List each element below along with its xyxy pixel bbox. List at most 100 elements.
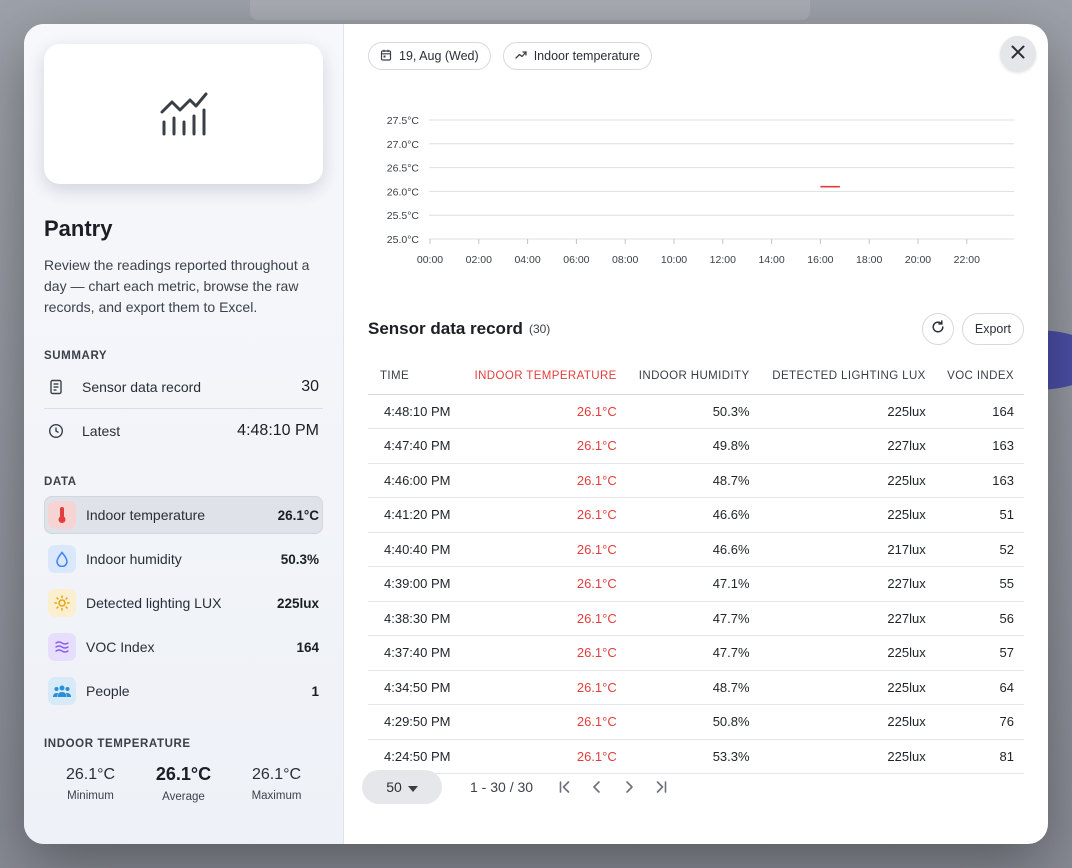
records-title: Sensor data record bbox=[368, 319, 523, 338]
right-panel: 19, Aug (Wed) Indoor temperature 25.0°C 2… bbox=[344, 24, 1048, 844]
column-header-indoor-humidity[interactable]: INDOOR HUMIDITY bbox=[626, 358, 760, 395]
page-range: 1 - 30 / 30 bbox=[470, 779, 534, 795]
metric-label: People bbox=[86, 683, 130, 699]
cell-lighting-lux: 225lux bbox=[759, 463, 936, 498]
cell-indoor-humidity: 46.6% bbox=[626, 532, 760, 567]
chart-x-tick-label: 04:00 bbox=[514, 254, 540, 266]
records-table: TIME INDOOR TEMPERATURE INDOOR HUMIDITY … bbox=[368, 358, 1024, 774]
room-hero-card bbox=[44, 44, 323, 184]
cell-indoor-humidity: 50.8% bbox=[626, 704, 760, 740]
date-chip-label: 19, Aug (Wed) bbox=[399, 49, 479, 63]
date-picker-chip[interactable]: 19, Aug (Wed) bbox=[368, 42, 491, 70]
page-navigation bbox=[553, 775, 673, 799]
last-page-icon bbox=[656, 781, 667, 793]
refresh-icon bbox=[931, 319, 945, 339]
pagination-bar: 50 1 - 30 / 30 bbox=[362, 770, 1022, 804]
cell-time: 4:34:50 PM bbox=[368, 670, 462, 705]
stat-minimum-label: Minimum bbox=[67, 790, 114, 802]
cell-indoor-temperature: 26.1°C bbox=[461, 394, 627, 429]
chart-x-tick-label: 22:00 bbox=[954, 254, 980, 266]
stat-minimum-value: 26.1°C bbox=[65, 766, 116, 783]
cell-indoor-humidity: 48.7% bbox=[626, 670, 760, 705]
cell-indoor-temperature: 26.1°C bbox=[461, 635, 627, 671]
next-page-button[interactable] bbox=[617, 775, 641, 799]
metric-item-people[interactable]: People 1 bbox=[44, 672, 323, 710]
column-header-indoor-temperature[interactable]: INDOOR TEMPERATURE bbox=[461, 358, 627, 395]
column-header-time[interactable]: TIME bbox=[368, 358, 462, 395]
trend-icon bbox=[515, 49, 527, 63]
summary-latest-row: Latest 4:48:10 PM bbox=[44, 409, 323, 452]
data-heading: DATA bbox=[44, 476, 77, 488]
sensor-detail-modal: Pantry Review the readings reported thro… bbox=[24, 24, 1048, 844]
cell-lighting-lux: 227lux bbox=[759, 428, 936, 464]
cell-voc-index: 76 bbox=[935, 704, 1024, 740]
chart-x-tick-label: 08:00 bbox=[612, 254, 638, 266]
export-button[interactable]: Export bbox=[961, 313, 1024, 345]
cell-voc-index: 51 bbox=[935, 497, 1024, 533]
cell-time: 4:48:10 PM bbox=[368, 394, 462, 429]
cell-indoor-temperature: 26.1°C bbox=[461, 532, 627, 567]
cell-lighting-lux: 217lux bbox=[759, 532, 936, 567]
first-page-button[interactable] bbox=[553, 775, 577, 799]
metric-item-indoor-temperature[interactable]: Indoor temperature 26.1°C bbox=[44, 496, 323, 534]
temperature-stats: 26.1°C Minimum 26.1°C Average 26.1°C Max… bbox=[44, 764, 323, 803]
stat-minimum: 26.1°C Minimum bbox=[44, 766, 137, 803]
metric-item-indoor-humidity[interactable]: Indoor humidity 50.3% bbox=[44, 540, 323, 578]
close-button[interactable] bbox=[1000, 36, 1036, 72]
table-row: 4:46:00 PM 26.1°C 48.7% 225lux 163 bbox=[368, 463, 1024, 498]
chart-x-tick-label: 20:00 bbox=[905, 254, 931, 266]
cell-time: 4:37:40 PM bbox=[368, 635, 462, 671]
table-row: 4:34:50 PM 26.1°C 48.7% 225lux 64 bbox=[368, 670, 1024, 705]
calendar-icon bbox=[380, 49, 392, 64]
cell-indoor-temperature: 26.1°C bbox=[461, 463, 627, 498]
chart-x-tick-label: 16:00 bbox=[807, 254, 833, 266]
cell-lighting-lux: 225lux bbox=[759, 739, 936, 774]
records-header: Sensor data record (30) Export bbox=[368, 312, 1024, 346]
chart-y-tick-label: 26.0°C bbox=[387, 186, 420, 198]
chart-x-tick-label: 18:00 bbox=[856, 254, 882, 266]
records-table-body: 4:48:10 PM 26.1°C 50.3% 225lux 164 4:47:40 PM… bbox=[368, 394, 1024, 774]
table-row: 4:40:40 PM 26.1°C 46.6% 217lux 52 bbox=[368, 532, 1024, 567]
metric-item-lighting-lux[interactable]: Detected lighting LUX 225lux bbox=[44, 584, 323, 622]
stat-maximum-label: Maximum bbox=[251, 790, 302, 802]
cell-voc-index: 56 bbox=[935, 601, 1024, 636]
left-panel: Pantry Review the readings reported thro… bbox=[24, 24, 344, 844]
refresh-button[interactable] bbox=[921, 313, 954, 345]
cell-voc-index: 164 bbox=[935, 394, 1024, 429]
metric-label: VOC Index bbox=[86, 639, 155, 655]
summary-record-count-row: Sensor data record 30 bbox=[44, 366, 323, 409]
cell-lighting-lux: 227lux bbox=[759, 566, 936, 602]
table-row: 4:29:50 PM 26.1°C 50.8% 225lux 76 bbox=[368, 704, 1024, 740]
cell-voc-index: 55 bbox=[935, 566, 1024, 602]
last-page-button[interactable] bbox=[649, 775, 673, 799]
table-header-row: TIME INDOOR TEMPERATURE INDOOR HUMIDITY … bbox=[368, 358, 1024, 395]
temperature-chart: 25.0°C 25.5°C 26.0°C 26.5°C 27.0°C 27.5°C 00:0… bbox=[368, 106, 1024, 276]
summary-latest-value: 4:48:10 PM bbox=[237, 421, 319, 439]
cell-time: 4:24:50 PM bbox=[368, 739, 462, 774]
prev-page-button[interactable] bbox=[585, 775, 609, 799]
table-row: 4:48:10 PM 26.1°C 50.3% 225lux 164 bbox=[368, 394, 1024, 429]
chart-x-tick-label: 06:00 bbox=[563, 254, 589, 266]
close-icon bbox=[1011, 45, 1025, 64]
metric-item-voc-index[interactable]: VOC Index 164 bbox=[44, 628, 323, 666]
column-header-voc-index[interactable]: VOC INDEX bbox=[935, 358, 1024, 395]
metric-value: 225lux bbox=[276, 595, 319, 611]
column-header-lighting-lux[interactable]: DETECTED LIGHTING LUX bbox=[759, 358, 936, 395]
filter-chips: 19, Aug (Wed) Indoor temperature bbox=[368, 42, 1024, 70]
metric-select-chip[interactable]: Indoor temperature bbox=[502, 42, 652, 70]
cell-lighting-lux: 225lux bbox=[759, 704, 936, 740]
cell-indoor-temperature: 26.1°C bbox=[461, 670, 627, 705]
cell-indoor-humidity: 53.3% bbox=[626, 739, 760, 774]
people-icon bbox=[48, 677, 76, 705]
table-row: 4:39:00 PM 26.1°C 47.1% 227lux 55 bbox=[368, 566, 1024, 602]
document-icon bbox=[48, 379, 72, 395]
cell-time: 4:41:20 PM bbox=[368, 497, 462, 533]
cell-lighting-lux: 225lux bbox=[759, 670, 936, 705]
page-size-select[interactable]: 50 bbox=[362, 770, 442, 804]
cell-indoor-humidity: 47.7% bbox=[626, 635, 760, 671]
clock-icon bbox=[48, 423, 72, 439]
summary-record-label: Sensor data record bbox=[82, 379, 202, 395]
stat-average: 26.1°C Average bbox=[137, 764, 230, 803]
stat-average-value: 26.1°C bbox=[155, 764, 212, 784]
metric-label: Detected lighting LUX bbox=[86, 595, 222, 611]
